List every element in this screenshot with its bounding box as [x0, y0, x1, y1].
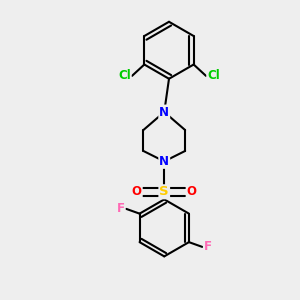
- Text: F: F: [117, 202, 124, 215]
- Text: Cl: Cl: [118, 69, 131, 82]
- Text: Cl: Cl: [207, 69, 220, 82]
- Text: N: N: [159, 155, 169, 168]
- Text: O: O: [187, 185, 197, 198]
- Text: S: S: [159, 185, 169, 198]
- Text: N: N: [159, 106, 169, 118]
- Text: F: F: [204, 240, 212, 254]
- Text: O: O: [132, 185, 142, 198]
